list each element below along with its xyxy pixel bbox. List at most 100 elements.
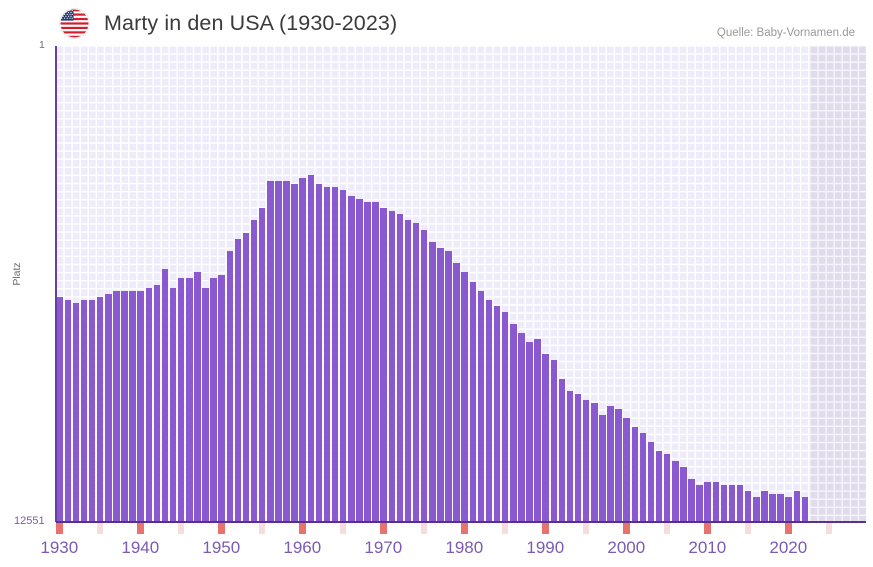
bar-2011[interactable] xyxy=(712,481,720,522)
bar-1980[interactable] xyxy=(461,272,468,522)
bar-2019[interactable] xyxy=(777,493,784,522)
bar-2006[interactable] xyxy=(672,460,679,522)
bar-1941[interactable] xyxy=(145,287,153,522)
bar-1955[interactable] xyxy=(258,208,266,522)
bar-1965[interactable] xyxy=(339,190,347,522)
bar-1951[interactable] xyxy=(226,251,234,522)
bar-2015[interactable] xyxy=(744,490,752,522)
bar-1934[interactable] xyxy=(88,299,96,522)
bar-2013[interactable] xyxy=(728,484,736,522)
bar-2012[interactable] xyxy=(720,484,728,522)
bar-1960[interactable] xyxy=(299,177,306,522)
bar-2016[interactable] xyxy=(753,496,760,522)
bar-2020[interactable] xyxy=(785,496,792,522)
bar-1969[interactable] xyxy=(372,202,379,522)
bar-1999[interactable] xyxy=(615,408,622,522)
bar-1959[interactable] xyxy=(291,184,298,522)
bar-1944[interactable] xyxy=(169,287,177,522)
bar-1983[interactable] xyxy=(485,299,493,522)
bar-2005[interactable] xyxy=(663,454,671,522)
bar-1964[interactable] xyxy=(331,187,339,522)
bar-1972[interactable] xyxy=(396,214,404,522)
bar-2022[interactable] xyxy=(801,496,809,522)
bar-1998[interactable] xyxy=(607,405,614,522)
bar-1962[interactable] xyxy=(315,184,323,522)
bar-1942[interactable] xyxy=(153,284,161,522)
bar-1957[interactable] xyxy=(275,181,282,522)
bar-2003[interactable] xyxy=(647,442,655,522)
bar-1946[interactable] xyxy=(186,278,193,522)
bar-1931[interactable] xyxy=(64,299,72,522)
bar-2004[interactable] xyxy=(655,451,663,522)
bar-1948[interactable] xyxy=(202,287,209,522)
bar-1968[interactable] xyxy=(364,202,371,522)
bar-2014[interactable] xyxy=(736,484,744,522)
bar-1958[interactable] xyxy=(283,181,290,522)
bar-1994[interactable] xyxy=(574,393,582,522)
bar-1993[interactable] xyxy=(566,390,574,522)
bar-1932[interactable] xyxy=(72,302,80,522)
bar-1971[interactable] xyxy=(388,211,396,522)
bar-1938[interactable] xyxy=(121,290,128,522)
bar-2008[interactable] xyxy=(688,478,695,522)
bar-1949[interactable] xyxy=(210,278,217,522)
bar-1988[interactable] xyxy=(526,342,533,522)
bar-1996[interactable] xyxy=(591,402,598,522)
bar-1947[interactable] xyxy=(194,272,201,522)
source-attribution: Quelle: Baby-Vornamen.de xyxy=(716,27,855,39)
bar-1937[interactable] xyxy=(113,290,120,522)
bar-1977[interactable] xyxy=(437,248,444,522)
bar-2021[interactable] xyxy=(793,490,801,522)
bar-1974[interactable] xyxy=(412,223,420,522)
bar-1992[interactable] xyxy=(558,378,566,522)
tick-2015 xyxy=(744,523,752,534)
bar-2002[interactable] xyxy=(639,433,647,522)
bar-1930[interactable] xyxy=(56,296,63,522)
bar-1956[interactable] xyxy=(267,181,274,522)
bar-1982[interactable] xyxy=(477,290,485,522)
bar-1961[interactable] xyxy=(307,174,315,522)
bar-1978[interactable] xyxy=(445,251,452,522)
bar-2000[interactable] xyxy=(623,418,630,522)
bar-1945[interactable] xyxy=(177,278,185,522)
x-label-1940: 1940 xyxy=(121,538,160,557)
bar-1953[interactable] xyxy=(242,232,250,522)
bar-1933[interactable] xyxy=(80,299,88,522)
bar-1997[interactable] xyxy=(599,415,606,522)
bar-1989[interactable] xyxy=(534,339,541,522)
bar-1984[interactable] xyxy=(493,305,501,522)
bar-1995[interactable] xyxy=(582,399,590,522)
bar-2001[interactable] xyxy=(631,427,639,522)
bar-2010[interactable] xyxy=(704,481,711,522)
bar-2007[interactable] xyxy=(680,466,687,522)
bar-1935[interactable] xyxy=(96,296,104,522)
bar-1967[interactable] xyxy=(356,199,363,522)
bar-1991[interactable] xyxy=(550,360,558,522)
bar-1943[interactable] xyxy=(161,269,169,522)
bar-1966[interactable] xyxy=(348,196,355,522)
bar-1936[interactable] xyxy=(105,293,112,522)
x-label-1970: 1970 xyxy=(364,538,403,557)
bar-1981[interactable] xyxy=(469,281,477,522)
bar-1985[interactable] xyxy=(501,311,509,522)
tick-1980 xyxy=(461,523,468,534)
bar-1963[interactable] xyxy=(323,187,331,522)
bar-1990[interactable] xyxy=(542,354,549,522)
bar-1976[interactable] xyxy=(429,242,436,522)
bar-2018[interactable] xyxy=(769,493,776,522)
bar-1940[interactable] xyxy=(137,290,144,522)
bar-1970[interactable] xyxy=(380,208,387,522)
x-label-2010: 2010 xyxy=(688,538,727,557)
us-flag-icon xyxy=(60,9,89,38)
bar-1973[interactable] xyxy=(404,220,412,522)
bar-1986[interactable] xyxy=(510,323,517,522)
bar-1952[interactable] xyxy=(234,239,242,522)
bar-1979[interactable] xyxy=(453,263,460,522)
bar-1987[interactable] xyxy=(518,333,525,522)
bar-1975[interactable] xyxy=(420,229,428,522)
bar-2017[interactable] xyxy=(761,490,768,522)
bar-1950[interactable] xyxy=(218,275,225,522)
bar-2009[interactable] xyxy=(696,484,703,522)
bar-1954[interactable] xyxy=(250,220,258,522)
bar-1939[interactable] xyxy=(129,290,136,522)
